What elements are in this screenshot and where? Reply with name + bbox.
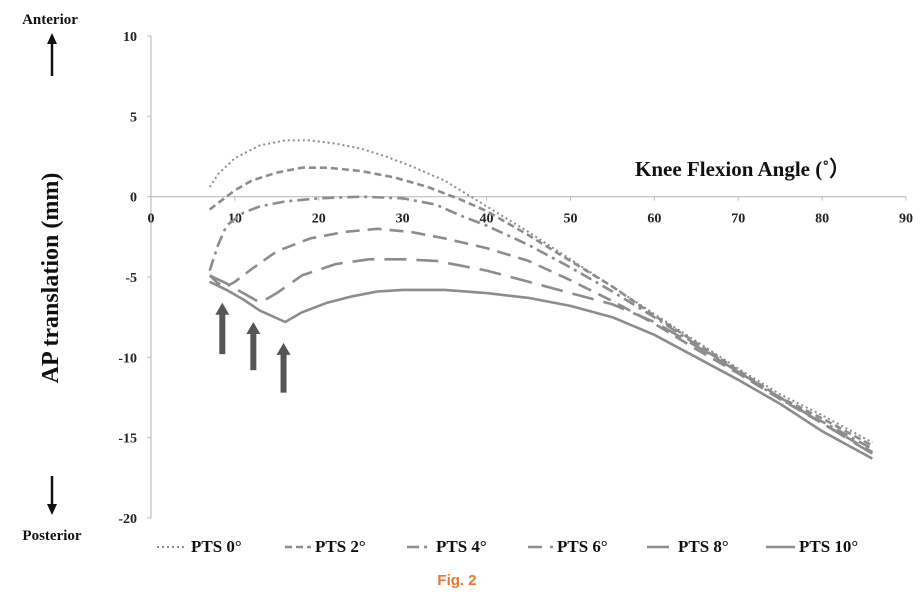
x-tick-label: 60 — [647, 212, 661, 227]
legend-label-6: PTS 10° — [799, 537, 858, 556]
x-tick-label: 80 — [815, 212, 829, 227]
series-line-1 — [208, 139, 873, 444]
series-line-5 — [209, 257, 874, 455]
x-tick-label: 70 — [731, 212, 745, 227]
posterior-arrow-icon — [47, 476, 57, 515]
legend-label-2: PTS 2° — [315, 537, 366, 556]
y-tick-label: -15 — [118, 432, 137, 447]
y-tick-label: 5 — [130, 110, 137, 125]
x-tick-label: 0 — [148, 212, 155, 227]
series-line-3 — [208, 195, 874, 451]
annotation-arrows — [215, 302, 291, 393]
up-arrow-icon — [215, 302, 230, 355]
legend-label-5: PTS 8° — [678, 537, 729, 556]
y-tick-label: -10 — [118, 351, 137, 366]
x-tick-label: 30 — [396, 212, 410, 227]
series-line-4 — [208, 227, 874, 454]
up-arrow-icon — [276, 342, 291, 393]
x-tick-label: 50 — [563, 212, 577, 227]
y-tick-label: 0 — [130, 191, 137, 206]
legend-label-3: PTS 4° — [436, 537, 487, 556]
axes — [147, 35, 907, 519]
arrow-head — [276, 342, 291, 355]
arrow-head — [246, 321, 261, 334]
y-tick-label: 10 — [123, 30, 137, 45]
arrow-shaft — [250, 331, 257, 371]
figure-caption: Fig. 2 — [437, 572, 476, 589]
y-axis-label: AP translation (mm) — [38, 173, 64, 384]
series-line-6 — [209, 280, 874, 460]
series-lines — [208, 139, 874, 460]
anterior-arrow-icon — [47, 33, 57, 76]
arrow-shaft — [280, 352, 287, 393]
x-tick-label: 90 — [899, 212, 913, 227]
x-tick-label: 20 — [312, 212, 326, 227]
anterior-label: Anterior — [22, 12, 78, 28]
posterior-label: Posterior — [22, 528, 81, 544]
arrow-shaft — [219, 312, 226, 355]
legend-label-1: PTS 0° — [191, 537, 242, 556]
legend-label-4: PTS 6° — [557, 537, 608, 556]
x-tick-label: 40 — [480, 212, 494, 227]
series-line-2 — [208, 166, 874, 447]
legend: PTS 0° PTS 2° PTS 4° PTS 6° PTS 8° PTS 10° — [157, 537, 858, 556]
up-arrow-icon — [246, 321, 261, 371]
y-tick-label: -20 — [118, 512, 137, 527]
x-axis-label: Knee Flexion Angle (˚） — [635, 157, 850, 181]
y-tick-label: -5 — [125, 271, 137, 286]
arrow-head — [215, 302, 230, 315]
